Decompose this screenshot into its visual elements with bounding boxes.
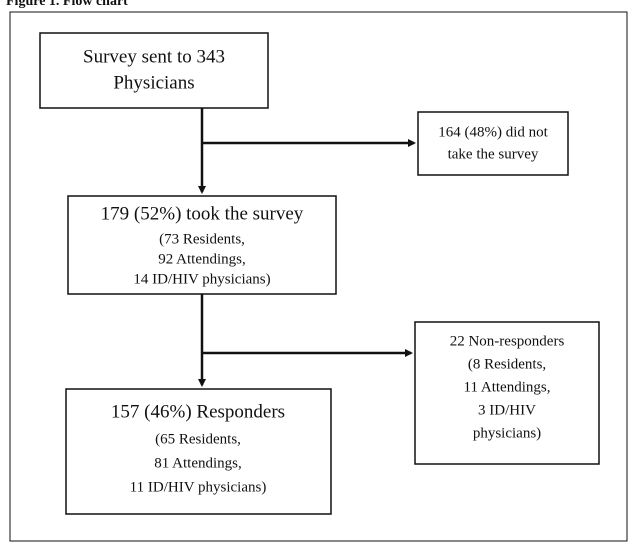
node-text: 92 Attendings, bbox=[158, 251, 246, 267]
node-text: (73 Residents, bbox=[159, 231, 245, 247]
node-box bbox=[417, 111, 569, 176]
node-box bbox=[65, 388, 332, 515]
node-text: 81 Attendings, bbox=[154, 455, 242, 471]
node-text: (65 Residents, bbox=[155, 431, 241, 447]
node-text: 3 ID/HIV bbox=[478, 402, 536, 418]
figure-title: Figure 1. Flow chart bbox=[6, 0, 128, 9]
node-text: 22 Non-responders bbox=[450, 333, 565, 349]
node-text: (8 Residents, bbox=[468, 356, 546, 372]
node-text: 164 (48%) did not bbox=[438, 124, 548, 140]
node-box bbox=[39, 32, 269, 109]
node-box bbox=[67, 195, 337, 295]
node-text: 179 (52%) took the survey bbox=[101, 203, 304, 224]
node-text: 14 ID/HIV physicians) bbox=[133, 271, 270, 287]
node-text: Survey sent to 343 bbox=[83, 46, 225, 67]
node-text: take the survey bbox=[448, 146, 539, 162]
node-box bbox=[414, 321, 600, 465]
node-text: 11 Attendings, bbox=[464, 379, 551, 395]
node-text: Physicians bbox=[113, 72, 194, 93]
node-text: 157 (46%) Responders bbox=[111, 401, 285, 422]
node-text: 11 ID/HIV physicians) bbox=[130, 479, 267, 495]
node-text: physicians) bbox=[473, 425, 541, 441]
